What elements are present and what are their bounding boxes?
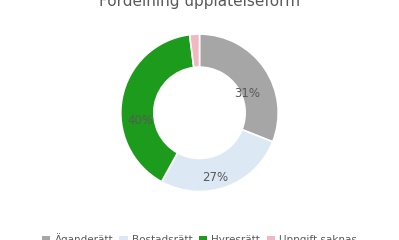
Wedge shape xyxy=(190,34,200,67)
Text: 40%: 40% xyxy=(127,114,154,127)
Wedge shape xyxy=(121,35,194,182)
Wedge shape xyxy=(200,34,278,142)
Legend: Äganderätt, Bostadsrätt, Hyresrätt, Uppgift saknas: Äganderätt, Bostadsrätt, Hyresrätt, Uppg… xyxy=(38,229,361,240)
Title: Fördelning upplåtelseform: Fördelning upplåtelseform xyxy=(99,0,300,9)
Wedge shape xyxy=(162,130,273,192)
Text: 31%: 31% xyxy=(234,87,260,100)
Text: 27%: 27% xyxy=(202,171,228,184)
